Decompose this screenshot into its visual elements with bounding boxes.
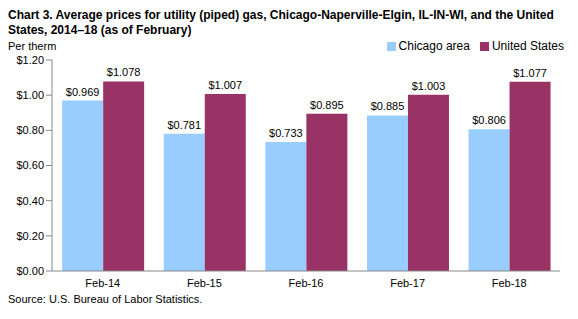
svg-text:$0.80: $0.80 — [16, 124, 44, 136]
svg-text:$1.20: $1.20 — [16, 54, 44, 66]
svg-text:Feb-14: Feb-14 — [85, 277, 120, 289]
svg-text:$0.885: $0.885 — [371, 100, 405, 112]
html-text:United States: United States — [492, 39, 564, 53]
svg-text:$0.733: $0.733 — [269, 127, 303, 139]
html-text:Source: U.S. Bureau of Labor S: Source: U.S. Bureau of Labor Statistics. — [8, 293, 203, 305]
svg-text:$0.00: $0.00 — [16, 265, 44, 277]
svg-text:$1.077: $1.077 — [513, 67, 547, 79]
svg-text:$0.60: $0.60 — [16, 159, 44, 171]
svg-text:$1.00: $1.00 — [16, 89, 44, 101]
svg-text:$1.007: $1.007 — [208, 79, 242, 91]
svg-text:$0.781: $0.781 — [167, 119, 201, 131]
svg-text:$0.40: $0.40 — [16, 195, 44, 207]
html-text:Chicago area: Chicago area — [398, 39, 470, 53]
svg-text:Feb-15: Feb-15 — [187, 277, 222, 289]
svg-text:Feb-16: Feb-16 — [289, 277, 324, 289]
html-text:Per therm: Per therm — [8, 40, 57, 52]
svg-text:$1.003: $1.003 — [412, 80, 446, 92]
svg-text:Feb-18: Feb-18 — [492, 277, 527, 289]
svg-text:$0.895: $0.895 — [310, 99, 344, 111]
svg-text:$1.078: $1.078 — [107, 66, 141, 78]
svg-text:$0.20: $0.20 — [16, 230, 44, 242]
svg-text:$0.806: $0.806 — [472, 114, 506, 126]
svg-text:$0.969: $0.969 — [66, 86, 100, 98]
html-text:Chart 3. Average prices for ut: Chart 3. Average prices for utility (pip… — [8, 8, 554, 37]
svg-text:Feb-17: Feb-17 — [390, 277, 425, 289]
